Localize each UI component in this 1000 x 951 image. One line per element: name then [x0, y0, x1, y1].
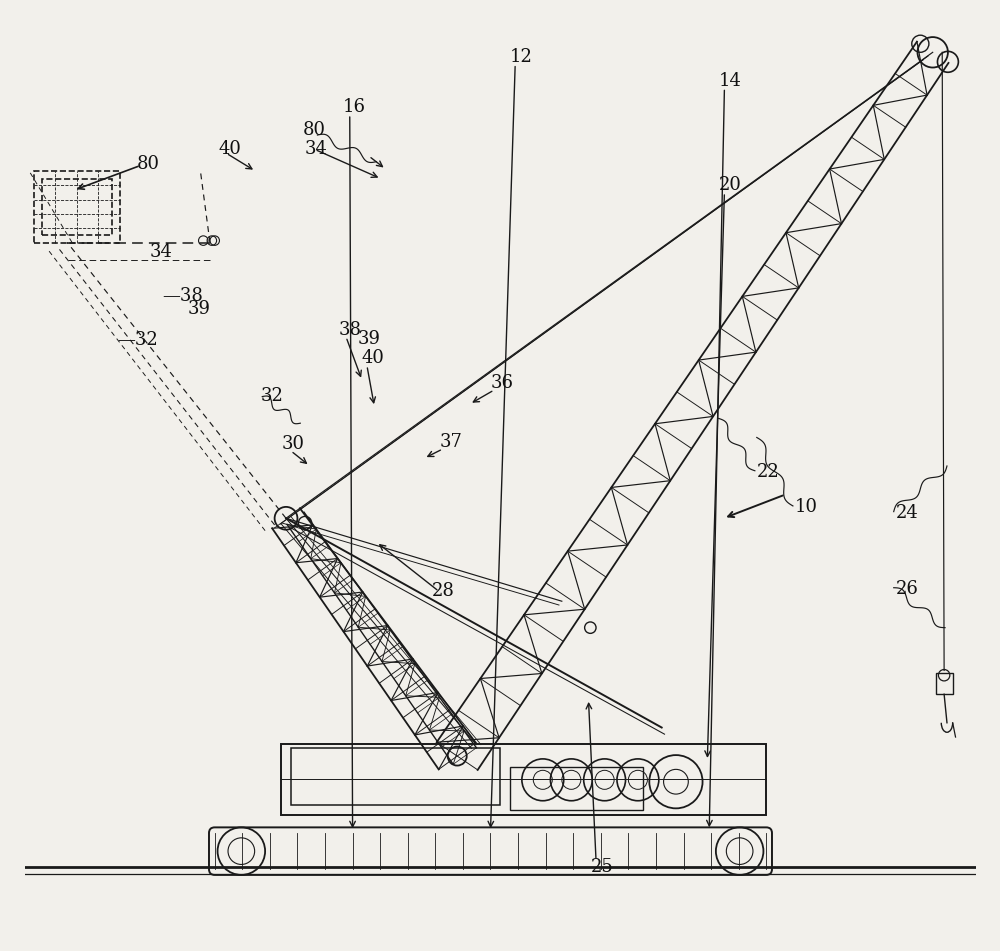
Text: 40: 40: [219, 140, 241, 158]
Text: 34: 34: [305, 140, 328, 158]
Bar: [34, 171, 120, 243]
Text: 10: 10: [795, 497, 818, 515]
Text: 20: 20: [719, 176, 742, 194]
Text: 12: 12: [510, 48, 532, 66]
Text: 38: 38: [338, 320, 361, 339]
Text: 26: 26: [896, 580, 918, 598]
Text: 24: 24: [896, 504, 918, 522]
Text: 80: 80: [137, 155, 160, 173]
Text: 16: 16: [343, 98, 366, 116]
Text: 80: 80: [303, 121, 326, 139]
Text: —38: —38: [162, 286, 203, 304]
Bar: [510, 767, 643, 810]
Text: 28: 28: [432, 582, 454, 600]
Bar: [281, 744, 766, 815]
Text: —32: —32: [118, 331, 158, 349]
Text: 14: 14: [719, 71, 742, 89]
Text: 22: 22: [757, 463, 780, 481]
Bar: [291, 748, 500, 805]
Bar: [936, 673, 953, 694]
Text: 36: 36: [490, 374, 513, 392]
Bar: [42, 179, 112, 235]
Text: 34: 34: [150, 243, 173, 261]
Text: 25: 25: [590, 858, 613, 876]
Text: 39: 39: [357, 330, 380, 348]
Text: 30: 30: [281, 435, 304, 453]
Text: 40: 40: [361, 349, 384, 367]
Text: 39: 39: [188, 300, 211, 318]
Text: 37: 37: [439, 433, 462, 451]
Text: 32: 32: [260, 387, 283, 405]
